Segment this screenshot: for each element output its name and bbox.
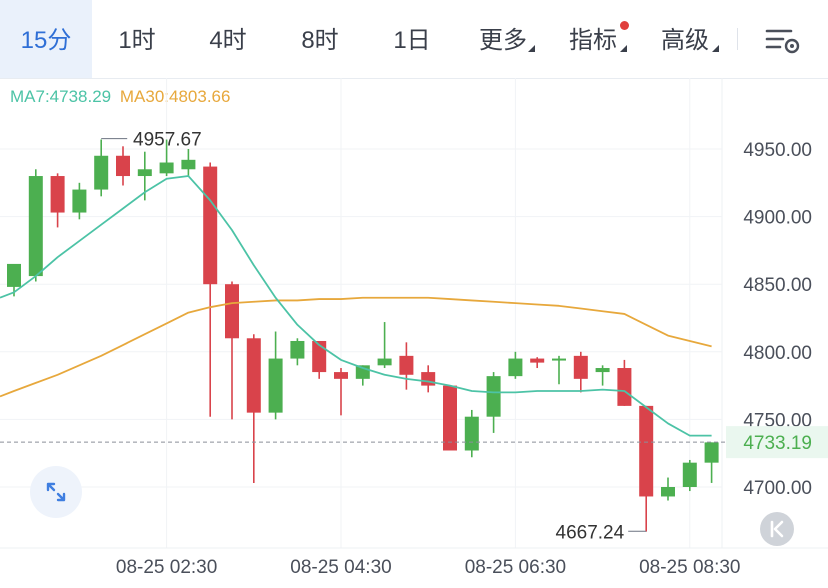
candle-body	[268, 358, 283, 413]
tab-advanced[interactable]: 高级	[638, 0, 732, 78]
chart-settings-button[interactable]	[737, 0, 828, 78]
scroll-to-latest-button[interactable]	[760, 512, 794, 546]
tab-4h[interactable]: 4时	[209, 27, 247, 54]
high-label: 4957.67	[133, 130, 202, 151]
candle-body	[116, 155, 130, 177]
y-tick-label: 4800.00	[743, 343, 812, 364]
candle-body	[639, 405, 654, 497]
candle-body	[486, 376, 501, 417]
ma30-value: MA30:4803.66	[119, 87, 231, 106]
candle-body	[661, 487, 675, 497]
dropdown-triangle-icon	[712, 45, 719, 52]
x-tick-label: 08-25 08:30	[639, 557, 740, 578]
timeframe-tabbar: 15分 1时 4时 8时 1日 更多 指标 高级	[0, 0, 828, 79]
candle-body	[225, 284, 239, 339]
x-tick-label: 08-25 06:30	[465, 557, 566, 578]
candlestick-chart[interactable]: 4950.004900.004850.004800.004750.004700.…	[0, 78, 828, 588]
candle-body	[464, 416, 479, 451]
candle-body	[28, 176, 43, 277]
ma7-line	[0, 175, 712, 437]
candle-body	[399, 355, 414, 375]
divider	[737, 28, 738, 50]
dropdown-triangle-icon	[528, 45, 535, 52]
last-price-tag	[726, 426, 828, 459]
candle-body	[530, 358, 545, 363]
candle-body	[50, 176, 65, 213]
dropdown-triangle-icon	[620, 45, 627, 52]
scroll-to-start-icon	[770, 520, 784, 538]
ma30-line	[0, 296, 712, 398]
y-tick-label: 4850.00	[743, 275, 812, 296]
candle-body	[595, 368, 610, 373]
candle-body	[508, 358, 523, 377]
candle-body	[704, 442, 719, 463]
candle-body	[290, 340, 305, 359]
candle-body	[421, 372, 436, 386]
low-label: 4667.24	[556, 522, 625, 543]
tab-1d[interactable]: 1日	[393, 27, 431, 54]
x-tick-label: 08-25 04:30	[290, 557, 391, 578]
candle-body	[7, 263, 21, 287]
last-price-label: 4733.19	[743, 433, 812, 454]
candle-body	[181, 159, 196, 170]
candle-body	[312, 340, 327, 373]
notification-dot-icon	[620, 21, 629, 30]
candle-body	[159, 162, 174, 174]
fullscreen-button[interactable]	[30, 466, 82, 518]
candle-body	[72, 189, 87, 213]
candle-body	[443, 385, 457, 451]
tab-more[interactable]: 更多	[458, 0, 548, 78]
ma7-value: MA7:4738.29	[10, 87, 112, 106]
candle-body	[682, 462, 697, 487]
y-tick-label: 4700.00	[743, 478, 812, 499]
tab-indicators[interactable]: 指标	[548, 0, 638, 78]
candle-body	[617, 368, 632, 406]
tab-8h[interactable]: 8时	[301, 27, 339, 54]
candle-body	[334, 372, 348, 379]
candle-body	[573, 355, 588, 379]
y-tick-label: 4950.00	[743, 140, 812, 161]
candle-body	[203, 166, 218, 285]
ma-legend: MA7:4738.29 MA30:4803.66	[10, 87, 230, 107]
candle-body	[246, 338, 261, 413]
candle-body	[552, 358, 566, 361]
candle-body	[137, 169, 152, 177]
x-tick-label: 08-25 02:30	[116, 557, 217, 578]
tab-1h[interactable]: 1时	[118, 27, 156, 54]
expand-icon	[46, 482, 66, 502]
candle-body	[377, 358, 392, 366]
tab-15m[interactable]: 15分	[0, 0, 92, 78]
candle-body	[94, 155, 109, 190]
y-tick-label: 4900.00	[743, 208, 812, 229]
chart-settings-icon	[765, 29, 800, 54]
